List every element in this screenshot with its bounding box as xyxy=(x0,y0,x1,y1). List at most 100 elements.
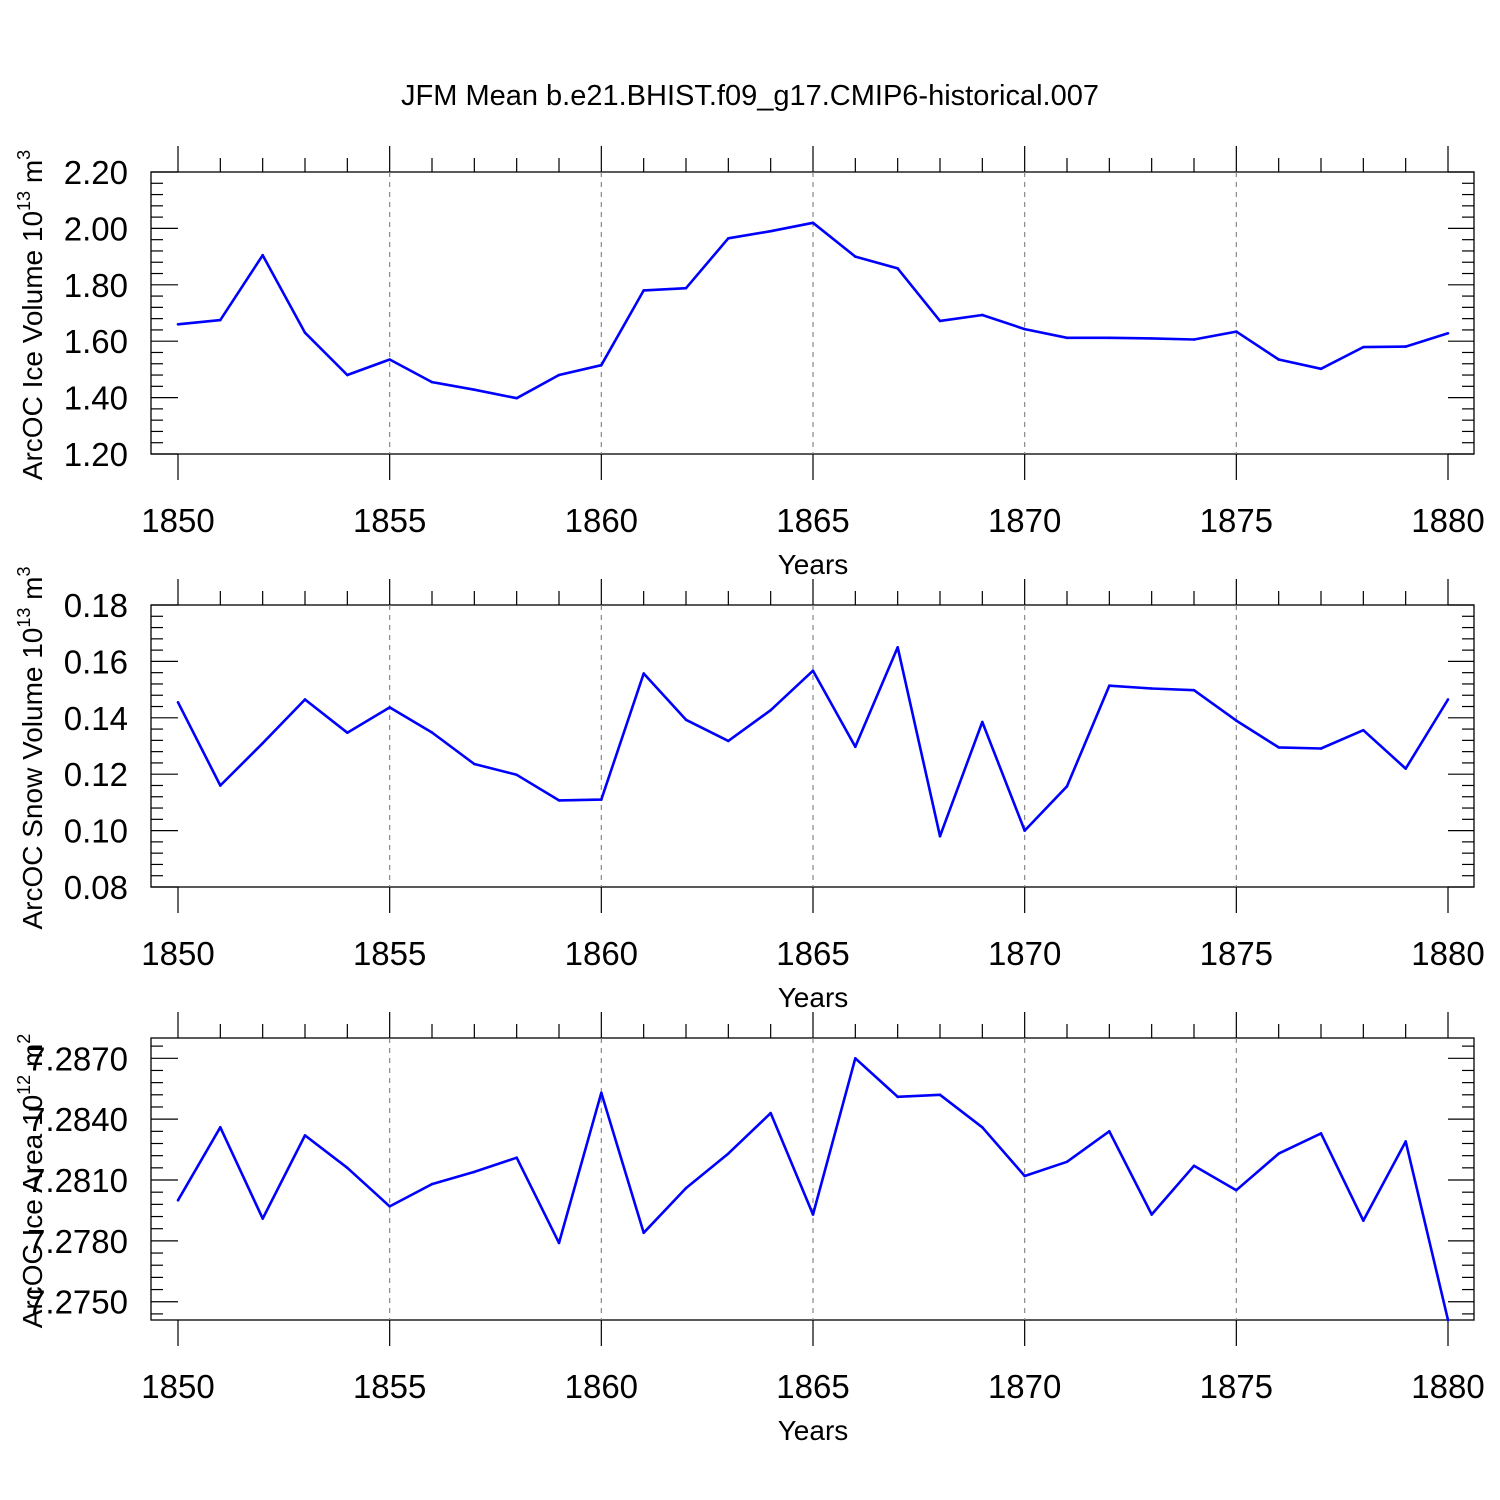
data-point xyxy=(1108,1130,1111,1133)
data-point xyxy=(1192,1164,1196,1168)
data-point xyxy=(261,253,264,257)
x-tick-label: 1870 xyxy=(988,935,1061,972)
data-point xyxy=(1065,1160,1069,1164)
data-point xyxy=(515,396,518,400)
data-point xyxy=(600,798,603,801)
x-tick-label: 1860 xyxy=(565,1368,638,1405)
data-point xyxy=(176,322,180,326)
y-axis-label: ArcOC Ice Area 1012 m2 xyxy=(14,1034,48,1329)
data-point xyxy=(1404,767,1407,770)
data-point xyxy=(1277,358,1280,361)
y-tick-label: 7.2750 xyxy=(27,1284,128,1321)
data-point xyxy=(727,739,730,743)
data-point xyxy=(896,267,899,270)
data-point xyxy=(1065,336,1069,340)
x-tick-label: 1880 xyxy=(1411,935,1484,972)
x-tick-label: 1875 xyxy=(1200,935,1273,972)
snow-volume-panel: 1850 1855 1860 1865 1870 1875 1880 0.08 0.10 0.12… xyxy=(14,566,1485,1013)
data-point xyxy=(981,720,984,724)
y-tick-label: 1.20 xyxy=(64,436,128,473)
figure-title: JFM Mean b.e21.BHIST.f09_g17.CMIP6-histo… xyxy=(401,80,1099,112)
data-point xyxy=(811,221,815,225)
data-point xyxy=(1277,746,1280,749)
data-point xyxy=(557,799,561,802)
data-point xyxy=(642,289,645,292)
y-axis-label: ArcOC Snow Volume 1013 m3 xyxy=(14,566,48,929)
data-point xyxy=(557,373,561,377)
x-tick-label: 1855 xyxy=(353,935,426,972)
y-tick-label: 1.40 xyxy=(64,380,128,417)
data-point xyxy=(1065,785,1069,788)
data-point xyxy=(1150,337,1153,340)
data-point xyxy=(1319,747,1323,750)
data-point xyxy=(430,1182,434,1186)
x-tick-label: 1870 xyxy=(988,1368,1061,1405)
data-point xyxy=(727,236,730,240)
data-point xyxy=(430,731,434,734)
data-point xyxy=(1235,330,1238,333)
data-point xyxy=(1446,698,1450,701)
y-tick-label: 7.2840 xyxy=(27,1101,128,1138)
x-tick-label: 1865 xyxy=(776,502,849,539)
data-point xyxy=(261,1217,264,1220)
data-point xyxy=(769,708,772,712)
x-tick-label: 1880 xyxy=(1411,1368,1484,1405)
x-tick-label: 1870 xyxy=(988,502,1061,539)
x-tick-label: 1880 xyxy=(1411,502,1484,539)
x-tick-label: 1875 xyxy=(1200,1368,1273,1405)
data-point xyxy=(854,745,857,749)
data-point xyxy=(1319,367,1323,371)
data-point xyxy=(219,1125,222,1129)
data-point xyxy=(769,229,772,233)
data-point xyxy=(176,700,180,704)
data-point xyxy=(219,784,222,787)
data-point xyxy=(811,669,815,673)
x-tick-label: 1860 xyxy=(565,935,638,972)
data-point xyxy=(938,834,942,838)
y-tick-label: 0.12 xyxy=(64,756,128,793)
data-point xyxy=(854,255,857,258)
data-point xyxy=(261,741,264,745)
data-point xyxy=(727,1152,730,1155)
data-point xyxy=(515,773,518,777)
data-point xyxy=(1192,688,1196,692)
y-axis-label: ArcOC Ice Volume 1013 m3 xyxy=(14,150,48,480)
x-tick-label: 1855 xyxy=(353,1368,426,1405)
y-tick-label: 7.2870 xyxy=(27,1040,128,1077)
series-line xyxy=(177,221,1449,400)
data-point xyxy=(388,1205,391,1208)
x-tick-label: 1850 xyxy=(141,502,214,539)
y-tick-label: 1.60 xyxy=(64,323,128,360)
data-point xyxy=(1319,1132,1323,1135)
data-point xyxy=(303,698,307,701)
data-point xyxy=(346,1166,349,1170)
x-tick-label: 1850 xyxy=(141,1368,214,1405)
data-point xyxy=(1362,345,1365,349)
data-point xyxy=(896,1095,899,1099)
y-tick-label: 0.08 xyxy=(64,869,128,906)
data-point xyxy=(1192,338,1196,341)
data-point xyxy=(1108,336,1111,340)
data-point xyxy=(1023,327,1026,331)
data-point xyxy=(1150,687,1153,690)
data-point xyxy=(1362,1219,1365,1222)
data-point xyxy=(1235,719,1238,722)
ice-area-panel: 1850 1855 1860 1865 1870 1875 1880 7.2750 7.2780… xyxy=(14,1012,1485,1446)
data-point xyxy=(1150,1213,1153,1216)
x-tick-label: 1865 xyxy=(776,1368,849,1405)
data-point xyxy=(600,1091,603,1095)
data-point xyxy=(388,358,391,361)
data-point xyxy=(303,1134,307,1137)
y-tick-label: 2.00 xyxy=(64,210,128,247)
data-point xyxy=(1108,684,1111,687)
data-point xyxy=(1404,345,1407,348)
data-point xyxy=(811,1213,815,1216)
y-tick-label: 7.2810 xyxy=(27,1162,128,1199)
x-tick-label: 1865 xyxy=(776,935,849,972)
data-point xyxy=(938,319,942,323)
data-point xyxy=(684,1186,688,1190)
data-point xyxy=(1404,1140,1407,1143)
ice-volume-panel: 1850 1855 1860 1865 1870 1875 1880 1.20 1.40 1.60… xyxy=(14,146,1485,580)
x-axis-label: Years xyxy=(778,1415,849,1446)
